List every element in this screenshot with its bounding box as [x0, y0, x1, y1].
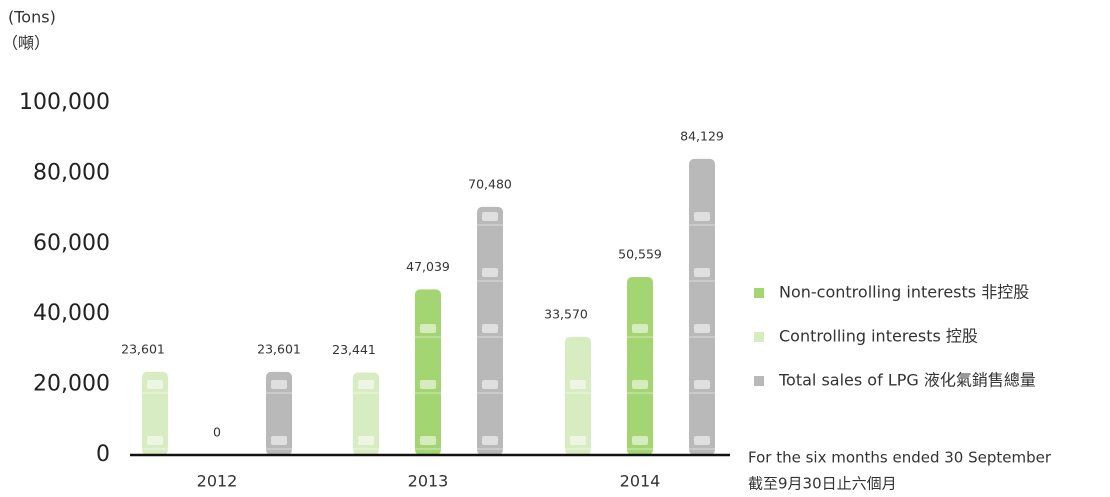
legend-swatch [754, 376, 764, 386]
cylinder-valve [271, 380, 287, 389]
legend-label: Non-controlling interests 非控股 [779, 283, 1029, 302]
legend-swatch [754, 288, 764, 298]
legend-label: Total sales of LPG 液化氣銷售總量 [778, 371, 1036, 390]
cylinder-valve [632, 436, 648, 445]
cylinder-valve [147, 380, 163, 389]
y-tick-label: 40,000 [33, 301, 110, 326]
x-tick-label: 2014 [620, 472, 661, 491]
cylinder-valve [694, 380, 710, 389]
value-label: 50,559 [618, 247, 662, 262]
value-label: 47,039 [406, 259, 450, 274]
cylinder-valve [570, 380, 586, 389]
cylinder-valve [570, 436, 586, 445]
cylinder-valve [358, 380, 374, 389]
x-tick-label: 2013 [408, 472, 449, 491]
value-label: 84,129 [680, 128, 724, 143]
legend-label: Controlling interests 控股 [779, 327, 978, 346]
value-label: 23,441 [332, 342, 376, 357]
bar [415, 289, 441, 455]
cylinder-valve [482, 212, 498, 221]
cylinder-valve [271, 436, 287, 445]
cylinder-valve [482, 268, 498, 277]
cylinder-valve [482, 324, 498, 333]
cylinder-valve [632, 380, 648, 389]
legend-swatch [754, 332, 764, 342]
cylinder-valve [632, 324, 648, 333]
cylinder-valve [694, 268, 710, 277]
value-label: 33,570 [544, 306, 588, 321]
y-tick-label: 60,000 [33, 231, 110, 256]
footnote: For the six months ended 30 September [748, 449, 1052, 467]
bar [565, 336, 591, 455]
cylinder-valve [420, 380, 436, 389]
bar [689, 158, 715, 456]
x-tick-label: 2012 [197, 472, 238, 491]
cylinder-valve [420, 436, 436, 445]
value-label: 23,601 [257, 341, 301, 356]
cylinder-valve [358, 436, 374, 445]
value-label: 23,601 [121, 341, 165, 356]
cylinder-valve [694, 436, 710, 445]
cylinder-valve [420, 324, 436, 333]
y-unit-label: (Tons) [8, 8, 56, 27]
y-unit-label: （噸） [2, 34, 50, 53]
footnote: 截至9月30日止六個月 [748, 475, 897, 493]
bar [627, 277, 653, 455]
cylinder-valve [482, 380, 498, 389]
value-label: 70,480 [468, 176, 512, 191]
y-tick-label: 20,000 [33, 372, 110, 397]
cylinder-valve [482, 436, 498, 445]
cylinder-valve [147, 436, 163, 445]
y-tick-label: 80,000 [33, 160, 110, 185]
value-label: 0 [213, 425, 221, 440]
y-tick-label: 0 [96, 442, 110, 467]
y-tick-label: 100,000 [19, 90, 110, 115]
cylinder-valve [694, 212, 710, 221]
cylinder-valve [694, 324, 710, 333]
